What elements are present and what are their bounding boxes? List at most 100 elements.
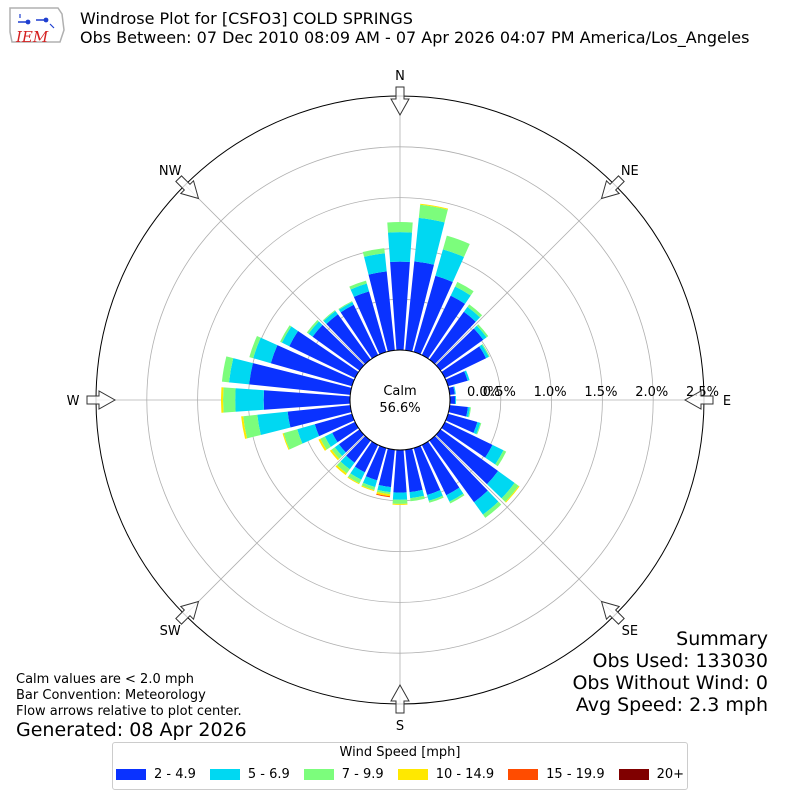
legend-label: 5 - 6.9: [247, 767, 290, 782]
flow-arrow-note: Flow arrows relative to plot center.: [16, 704, 242, 719]
windrose-bar-segment: [435, 249, 464, 283]
legend-swatch: [397, 769, 428, 780]
flow-arrow-icon: [175, 175, 200, 200]
windrose-bar-segment: [501, 482, 519, 502]
windrose-bar-segment: [223, 387, 236, 413]
windrose-bars: [220, 203, 520, 518]
windrose-bar-segment: [418, 204, 448, 223]
compass-label-e: E: [723, 394, 731, 409]
iem-logo-text: IEM: [15, 28, 49, 46]
legend-swatch: [618, 769, 649, 780]
windrose-bar-segment: [312, 324, 365, 371]
windrose-bar-segment: [347, 476, 360, 485]
radial-tick-label: 0.0%: [467, 385, 500, 400]
flow-arrow-icon: [175, 600, 200, 625]
windrose-bar-segment: [445, 371, 468, 387]
windrose-bar-segment: [448, 386, 455, 395]
windrose-bar-segment: [405, 448, 423, 493]
windrose-bar-segment: [282, 433, 290, 450]
windrose-bar-segment: [420, 203, 449, 210]
compass-label-n: N: [395, 69, 405, 84]
legend-item: 7 - 9.9: [303, 767, 384, 782]
windrose-bar-segment: [429, 311, 476, 365]
legend-item: 20+: [618, 767, 684, 782]
windrose-bar-segment: [449, 396, 456, 404]
summary-avg-speed: Avg Speed: 2.3 mph: [575, 694, 768, 716]
windrose-bar-segment: [468, 407, 471, 418]
windrose-bar-segment: [392, 499, 408, 504]
windrose-bar-segment: [450, 286, 471, 304]
windrose-bar-segment: [350, 466, 365, 480]
flow-arrow-icon: [86, 390, 117, 410]
legend-label: 15 - 19.9: [546, 767, 605, 782]
flow-arrow-shape: [390, 683, 410, 714]
windrose-bar-segment: [485, 444, 504, 465]
windrose-bar-segment: [235, 388, 264, 412]
radial-tick-label: 2.0%: [635, 385, 668, 400]
iem-logo-graphic: IEM: [9, 7, 65, 46]
calm-value: 56.6%: [379, 401, 420, 416]
windrose-bar-segment: [413, 275, 453, 355]
legend-items: 2 - 4.9 5 - 6.9 7 - 9.9 10 - 14.9 15 - 1…: [113, 767, 687, 782]
windrose-bar-segment: [354, 441, 379, 473]
windrose-bar-segment: [323, 310, 338, 324]
windrose-bar-segment: [441, 346, 487, 379]
windrose-bar-segment: [473, 325, 487, 340]
summary-obs-used: Obs Used: 133030: [592, 650, 768, 672]
legend-title: Wind Speed [mph]: [339, 745, 461, 760]
flow-arrow-icon: [600, 600, 625, 625]
windrose-bar-segment: [421, 295, 466, 359]
windrose-bar-segment: [387, 232, 413, 262]
windrose-bar-segment: [505, 485, 520, 503]
windrose-bar-segment: [435, 328, 484, 371]
windrose-bar-segment: [280, 325, 292, 343]
windrose-bar-segment: [340, 304, 379, 359]
iem-logo: IEM: [6, 4, 68, 50]
windrose-bar-segment: [427, 490, 443, 501]
windrose-bar-segment: [446, 487, 464, 502]
windrose-bar-segment: [350, 283, 370, 297]
legend-label: 2 - 4.9: [153, 767, 196, 782]
windrose-bar-segment: [335, 465, 347, 476]
windrose-bar-segment: [467, 304, 483, 318]
compass-label-s: S: [396, 719, 404, 734]
compass-label-nw: NW: [159, 164, 182, 179]
windrose-bar-segment: [332, 421, 359, 443]
flow-arrow-shape: [390, 86, 410, 117]
flow-arrow-shape: [683, 390, 714, 410]
windrose-bar-segment: [228, 358, 253, 385]
windrose-bar-segment: [326, 314, 371, 365]
windrose-bar-segment: [320, 436, 331, 450]
windrose-bar-segment: [387, 221, 413, 233]
windrose-bar-segment: [463, 306, 481, 322]
legend-swatch: [115, 769, 146, 780]
compass-label-sw: SW: [160, 624, 181, 639]
flow-arrow-shape: [600, 175, 625, 200]
chart-subtitle: Obs Between: 07 Dec 2010 08:09 AM - 07 A…: [80, 28, 750, 47]
windrose-bar-segment: [362, 248, 385, 257]
radial-gridline: [435, 184, 616, 365]
windrose-bar-segment: [324, 432, 338, 447]
circular-gridline: [197, 197, 603, 603]
windrose-bar-segment: [421, 441, 460, 496]
windrose-bar-segment: [338, 429, 365, 453]
summary-obs-without-wind: Obs Without Wind: 0: [572, 672, 768, 694]
circular-gridline: [146, 146, 654, 654]
radial-tick-label: 1.0%: [534, 385, 567, 400]
windrose-bar-segment: [249, 336, 261, 359]
windrose-bar-segment: [253, 337, 278, 364]
windrose-bar-segment: [455, 281, 474, 296]
windrose-bar-segment: [453, 386, 456, 395]
windrose-bar-segment: [348, 473, 362, 484]
windrose-bar-segment: [376, 489, 391, 495]
calm-note: Calm values are < 2.0 mph: [16, 672, 195, 687]
flow-arrow-icon: [683, 390, 714, 410]
legend: Wind Speed [mph] 2 - 4.9 5 - 6.9 7 - 9.9…: [112, 742, 688, 790]
windrose-bar-segment: [297, 424, 320, 444]
windrose-bar-segment: [338, 302, 354, 313]
windrose-bar-segment: [314, 413, 355, 437]
windrose-bar-segment: [306, 319, 319, 334]
windrose-bar-segment: [428, 495, 444, 503]
windrose-bar-segment: [392, 503, 408, 505]
windrose-bar-segment: [362, 476, 378, 488]
